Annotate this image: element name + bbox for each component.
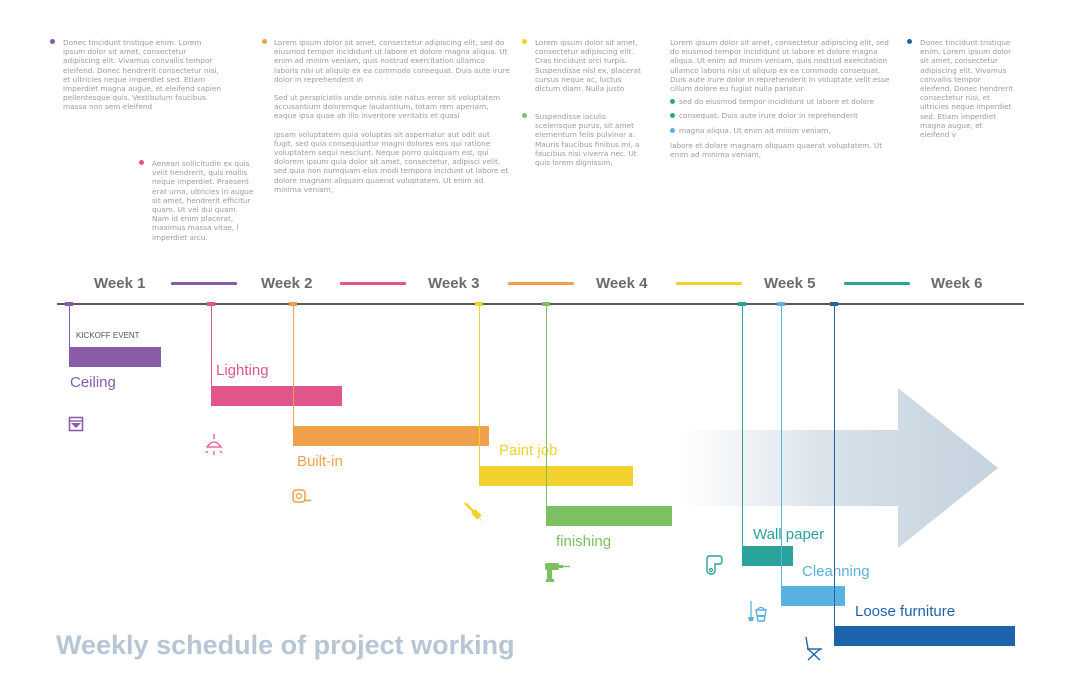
week-separator [844,282,910,285]
note-bullet: magna aliqua. Ut enim ad minim veniam, [670,126,894,135]
tape-measure-icon [292,489,311,503]
task-label-wall-paper: Wall paper [753,526,825,543]
kickoff-event-label: KICKOFF EVENT [76,331,140,340]
note-dot [139,160,144,165]
note-5: Suspendisse iaculis scelerisque purus, s… [522,112,643,168]
note-dot [50,39,55,44]
task-bar-wall-paper [742,546,793,566]
task-label-ceiling: Ceiling [70,374,116,391]
week-label-6: Week 6 [931,275,983,292]
note-bullet: sed do eiusmod tempor incididunt ut labo… [670,97,894,106]
note-6: Lorem ipsum dolor sit amet, consectetur … [670,38,894,159]
task-connector-ceiling [69,304,70,347]
bullet-dot [670,127,675,133]
week-separator [171,282,237,285]
note-text: Aenean sollicitudin ex quis velit hendre… [152,159,254,242]
cleaning-bucket-icon [748,601,767,622]
folding-chair-icon [805,636,822,661]
week-separator [508,282,574,285]
note-4: Lorem ipsum dolor sit amet, consectetur … [522,38,647,94]
task-label-paint-job: Paint job [499,442,558,459]
task-label-loose-furniture: Loose furniture [855,603,956,620]
wallpaper-roll-icon [706,555,723,575]
task-connector-cleanning [780,304,782,586]
note-dot [262,39,267,44]
bullet-text: magna aliqua. Ut enim ad minim veniam, [679,125,831,135]
task-label-lighting: Lighting [216,362,269,379]
bullet-text: sed do eiusmod tempor incididunt ut labo… [679,97,875,107]
week-label-2: Week 2 [261,275,313,292]
note-text: Suspendisse iaculis scelerisque purus, s… [535,112,640,168]
task-bar-built-in [293,426,490,446]
note-dot [907,39,912,44]
task-connector-paint-job [479,304,481,466]
note-dot [522,113,527,118]
week-separator [340,282,406,285]
bullet-text: consequat. Duis aute irure dolor in repr… [679,111,858,121]
power-drill-icon [545,563,570,582]
ceiling-lamp-icon [205,434,223,455]
task-connector-lighting [211,304,213,386]
note-text: labore et dolore magnam aliquam quaerat … [670,140,883,160]
note-text: Lorem ipsum dolor sit amet, consectetur … [274,38,510,84]
task-label-built-in: Built-in [297,453,343,470]
task-connector-loose-furniture [834,304,836,626]
task-label-finishing: finishing [556,533,612,550]
note-2: Aenean sollicitudin ex quis velit hendre… [139,159,256,242]
note-text: ipsam voluptatem quia voluptas sit asper… [274,129,509,194]
task-bar-ceiling [69,347,162,367]
note-text: Sed ut perspiciatis unde omnis iste natu… [274,93,501,121]
window-frame-icon [68,416,84,432]
week-separator [676,282,742,285]
task-connector-built-in [293,304,295,426]
progress-arrow [680,388,998,548]
week-label-1: Week 1 [94,275,146,292]
task-bar-loose-furniture [834,626,1016,646]
paint-brush-icon [464,502,484,523]
diagram-title: Weekly schedule of project working [56,630,515,660]
task-connector-wall-paper [742,304,744,546]
note-dot [522,39,527,44]
task-bar-paint-job [479,466,634,486]
note-bullet: consequat. Duis aute irure dolor in repr… [670,111,894,120]
note-bullets: sed do eiusmod tempor incididunt ut labo… [670,97,894,135]
note-text: Donec tincidunt tristique enim. Lorem ip… [920,38,1014,140]
bullet-dot [670,99,675,105]
note-3: Lorem ipsum dolor sit amet, consectetur … [262,38,510,194]
note-1: Donec tincidunt tristique enim. Lorem ip… [50,38,221,112]
bullet-dot [670,113,675,119]
task-bar-finishing [546,506,672,526]
note-text: Lorem ipsum dolor sit amet, consectetur … [670,38,890,94]
note-text: Donec tincidunt tristique enim. Lorem ip… [63,38,221,112]
task-bar-lighting [211,386,343,406]
week-label-3: Week 3 [428,275,480,292]
note-text: Lorem ipsum dolor sit amet, consectetur … [535,38,641,94]
note-7: Donec tincidunt tristique enim. Lorem ip… [907,38,1014,140]
task-bar-cleanning [780,586,845,606]
week-label-5: Week 5 [764,275,816,292]
task-label-cleanning: Cleanning [802,563,870,580]
task-connector-finishing [546,304,548,506]
timeline-axis [57,303,1024,305]
week-label-4: Week 4 [596,275,648,292]
